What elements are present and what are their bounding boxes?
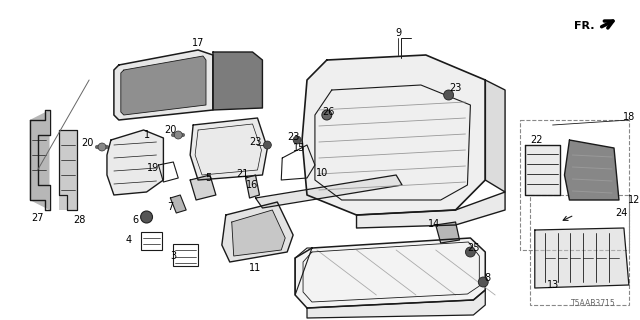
Polygon shape xyxy=(114,50,213,120)
Text: 20: 20 xyxy=(164,125,177,135)
Polygon shape xyxy=(485,80,505,192)
Polygon shape xyxy=(170,195,186,213)
Polygon shape xyxy=(356,192,505,228)
Bar xyxy=(520,120,629,250)
Polygon shape xyxy=(190,175,216,200)
Text: 23: 23 xyxy=(449,83,461,93)
Polygon shape xyxy=(564,140,619,200)
Circle shape xyxy=(174,131,182,139)
Text: 17: 17 xyxy=(192,38,204,48)
Text: 5: 5 xyxy=(205,173,211,183)
Text: 23: 23 xyxy=(250,137,262,147)
Circle shape xyxy=(98,143,106,151)
Bar xyxy=(141,232,163,250)
Text: 28: 28 xyxy=(73,215,85,225)
Bar xyxy=(173,244,198,266)
Circle shape xyxy=(264,141,271,149)
Polygon shape xyxy=(436,222,460,243)
Text: 24: 24 xyxy=(616,208,628,218)
Polygon shape xyxy=(232,210,285,256)
Polygon shape xyxy=(255,175,402,208)
Polygon shape xyxy=(295,238,485,308)
Text: T5AAB3715: T5AAB3715 xyxy=(572,299,616,308)
Polygon shape xyxy=(222,202,293,262)
Polygon shape xyxy=(213,52,262,110)
Text: 14: 14 xyxy=(428,219,440,229)
Polygon shape xyxy=(29,110,49,210)
Polygon shape xyxy=(307,290,485,318)
Polygon shape xyxy=(190,118,268,180)
Text: 25: 25 xyxy=(467,243,479,253)
Circle shape xyxy=(322,110,332,120)
Text: FR.: FR. xyxy=(573,21,594,31)
Text: 16: 16 xyxy=(246,180,259,190)
Circle shape xyxy=(444,90,454,100)
Text: 13: 13 xyxy=(547,280,559,290)
Text: 10: 10 xyxy=(316,168,328,178)
Text: 18: 18 xyxy=(623,112,635,122)
Circle shape xyxy=(478,277,488,287)
Text: 22: 22 xyxy=(531,135,543,145)
Circle shape xyxy=(293,136,301,144)
Polygon shape xyxy=(246,175,259,198)
Text: 27: 27 xyxy=(31,213,44,223)
Text: 4: 4 xyxy=(125,235,132,245)
Text: 7: 7 xyxy=(167,202,173,212)
Text: 26: 26 xyxy=(323,107,335,117)
Text: 12: 12 xyxy=(628,195,640,205)
Polygon shape xyxy=(302,55,485,215)
Circle shape xyxy=(465,247,476,257)
Polygon shape xyxy=(60,130,77,210)
Text: 15: 15 xyxy=(293,143,305,153)
Text: 23: 23 xyxy=(287,132,300,142)
Circle shape xyxy=(141,211,152,223)
Text: 11: 11 xyxy=(250,263,262,273)
Polygon shape xyxy=(525,145,559,195)
Text: 20: 20 xyxy=(81,138,93,148)
Polygon shape xyxy=(535,228,629,288)
Polygon shape xyxy=(107,130,163,195)
Text: 1: 1 xyxy=(143,130,150,140)
Text: 19: 19 xyxy=(147,163,159,173)
Text: 3: 3 xyxy=(170,251,177,261)
Text: 9: 9 xyxy=(395,28,401,38)
Text: 8: 8 xyxy=(484,273,490,283)
Polygon shape xyxy=(121,56,206,115)
Bar xyxy=(530,195,629,305)
Text: 6: 6 xyxy=(132,215,139,225)
Text: 21: 21 xyxy=(236,169,249,179)
